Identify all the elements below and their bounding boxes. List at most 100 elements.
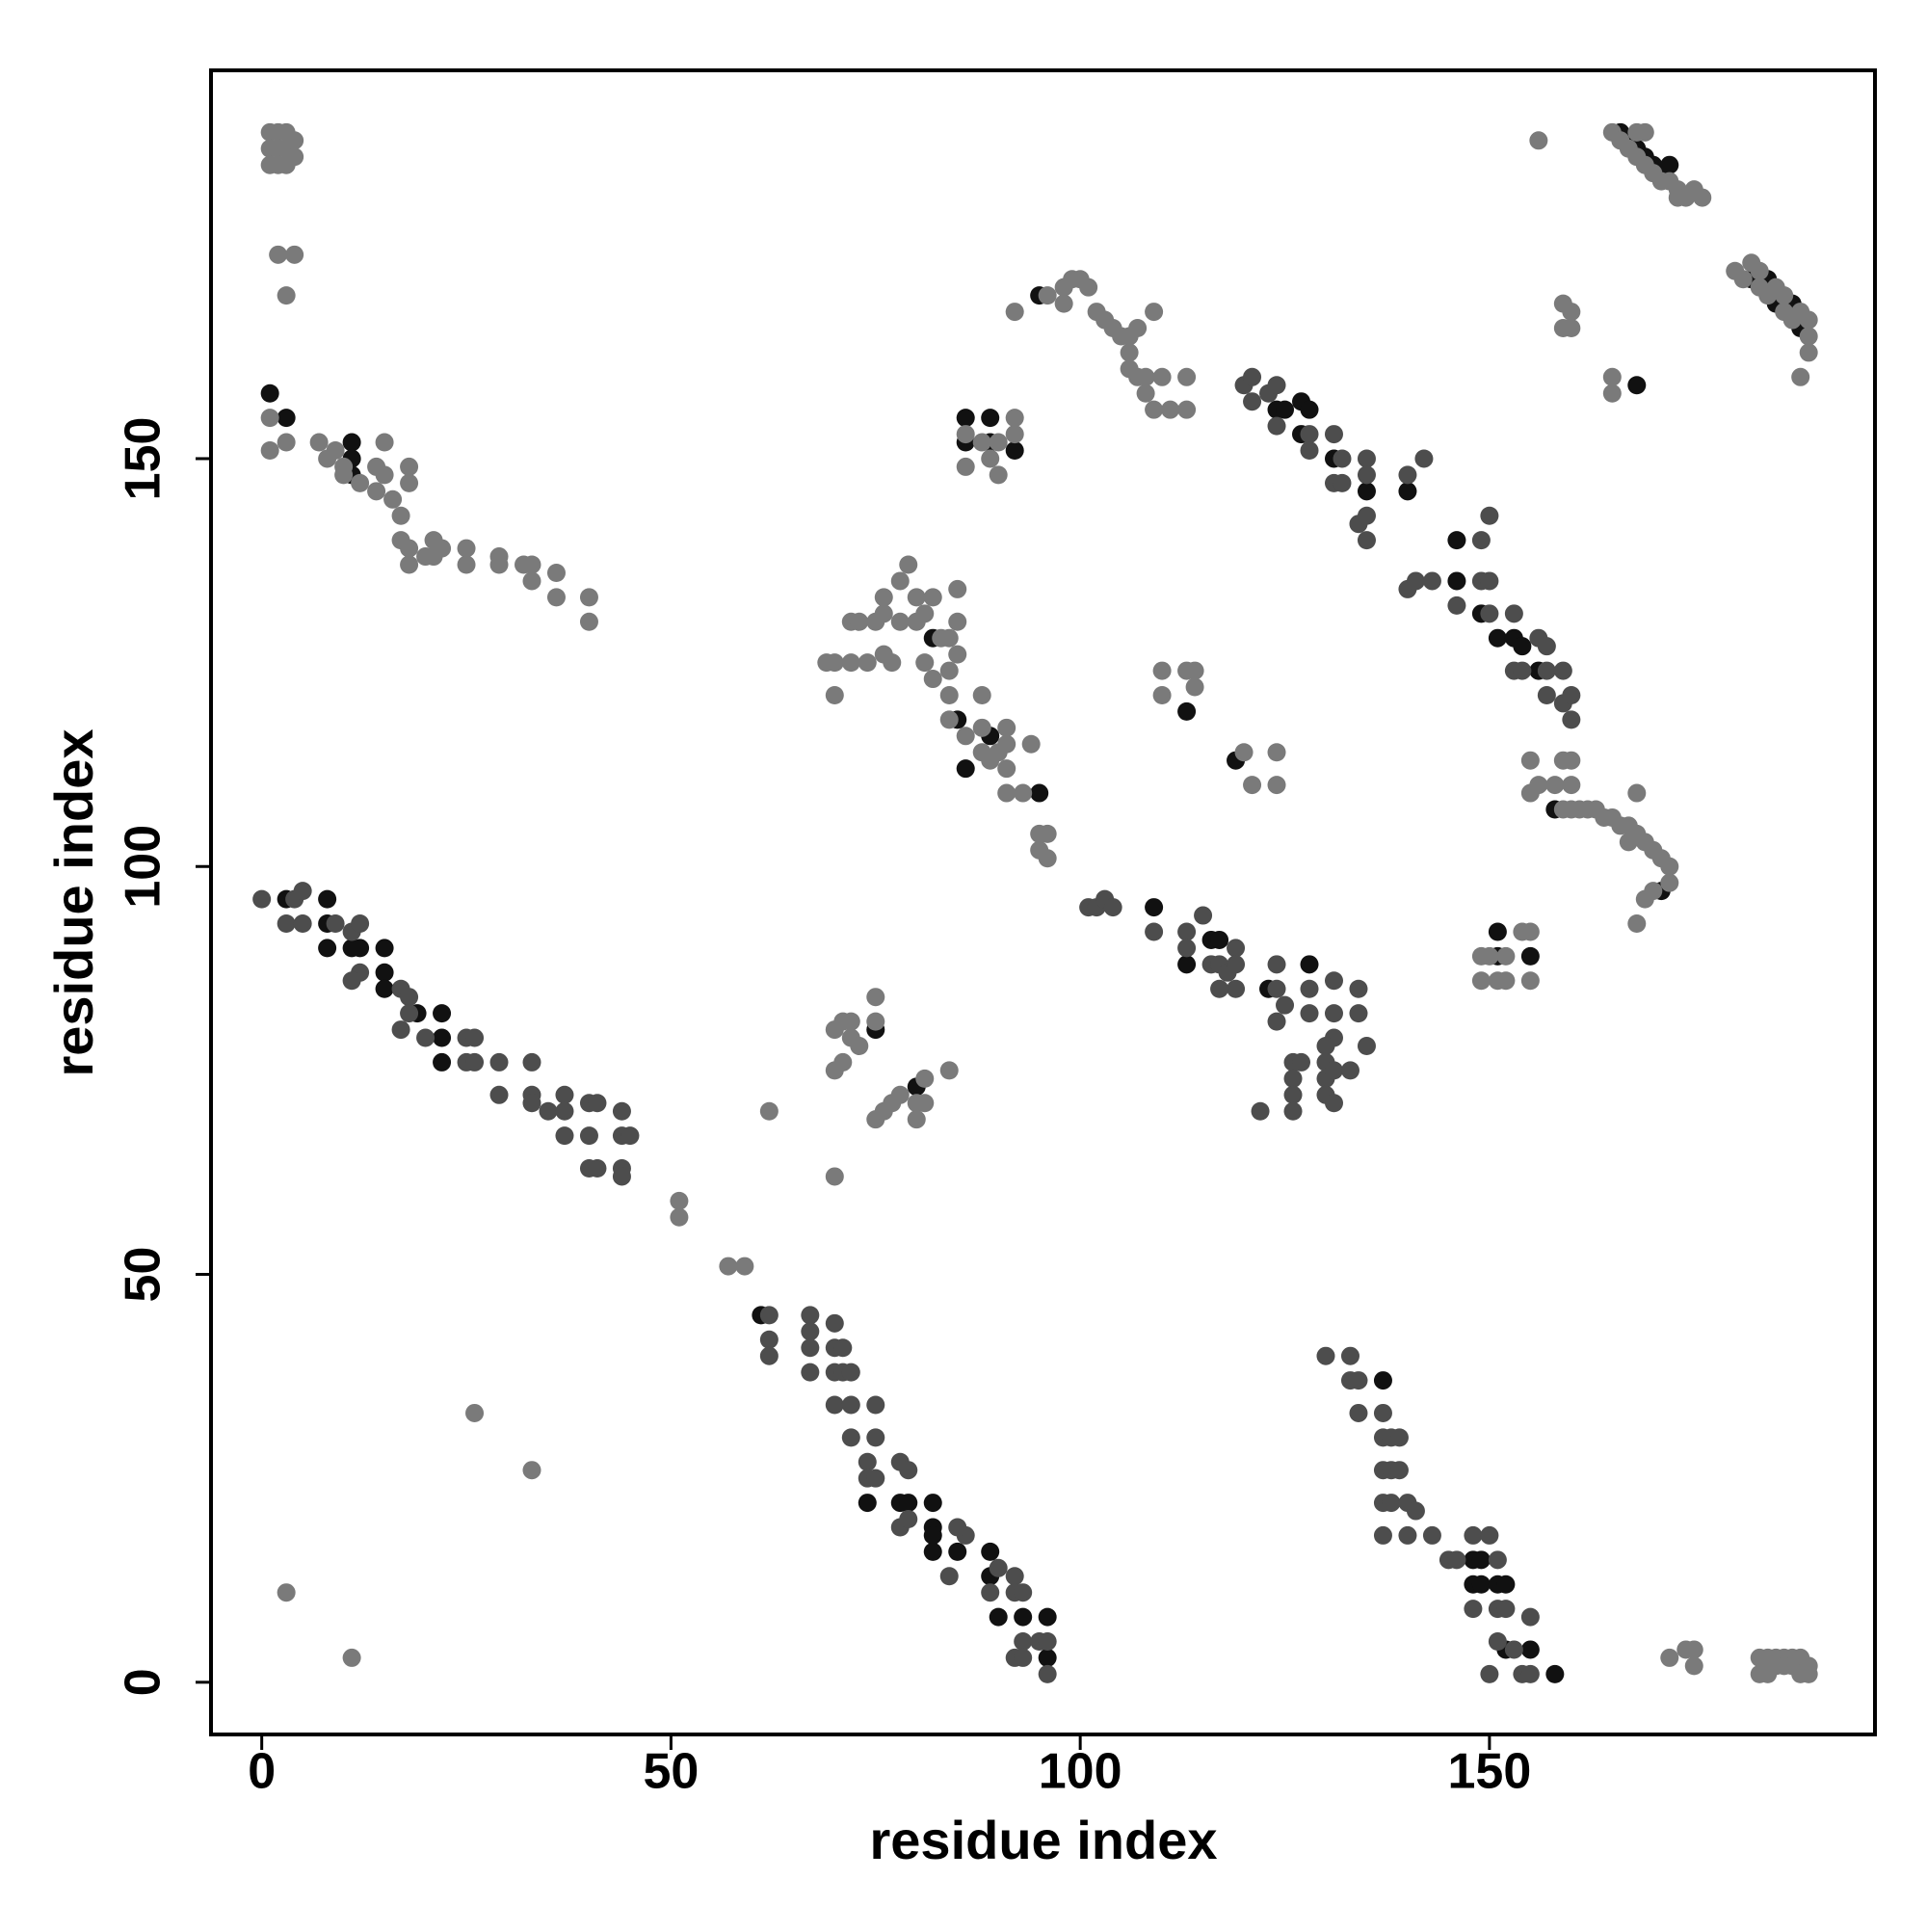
point [1471,1575,1491,1594]
point [874,604,893,623]
point [989,1558,1008,1577]
point [956,759,975,779]
point [400,473,419,492]
point [841,653,860,673]
point [1038,1648,1057,1667]
point [972,685,991,704]
point [588,1158,607,1178]
point [1177,922,1197,941]
point [981,1583,1000,1602]
point [1520,1607,1540,1627]
point [351,914,370,934]
point [801,1338,820,1358]
point [1267,376,1286,395]
point [1136,367,1155,386]
point [416,547,436,567]
point [923,1525,942,1545]
point [522,1052,541,1072]
point [972,718,991,737]
point [1243,776,1262,795]
point [858,1494,877,1513]
points [252,122,1818,1683]
point [1005,1567,1024,1586]
point [997,734,1016,754]
point [1185,661,1204,680]
point [997,783,1016,803]
point [1267,979,1286,998]
point [326,441,345,461]
point [735,1257,754,1276]
x-axis-label: residue index [869,1810,1217,1870]
point [1488,1550,1507,1570]
point [546,588,566,607]
point [1373,1403,1392,1422]
point [948,1518,967,1537]
point [318,939,337,958]
point [293,882,312,901]
point [1398,482,1417,501]
point [375,963,394,982]
point [433,1004,452,1023]
point [1267,776,1286,795]
point [1553,661,1572,680]
point [825,1395,844,1415]
point [1276,995,1295,1015]
point [939,1061,959,1080]
point [309,433,329,452]
point [1014,783,1033,803]
point [841,1363,860,1382]
point [1398,1525,1417,1545]
point [1562,776,1581,795]
point [948,612,967,631]
point [1545,1664,1565,1683]
point [899,1510,918,1529]
point [1496,1600,1516,1619]
point [841,1395,860,1415]
point [1496,1575,1516,1594]
point [400,555,419,574]
point [939,661,959,680]
point [1357,1036,1376,1055]
point [1357,449,1376,468]
point [1227,939,1246,958]
point [981,1542,1000,1561]
point [759,1101,779,1121]
point [1128,319,1148,338]
point [1161,400,1180,419]
point [1243,367,1262,386]
point [1389,1428,1409,1447]
point [1079,278,1098,297]
point [465,1028,485,1047]
point [890,571,910,591]
point [1373,1525,1392,1545]
point [260,409,279,428]
point [1234,743,1254,762]
point [391,506,410,525]
point [858,1452,877,1471]
point [923,1494,942,1513]
point [899,1461,918,1480]
point [1267,955,1286,974]
point [612,1101,631,1121]
point [956,425,975,444]
point [1520,922,1540,941]
point [1194,906,1213,925]
point [907,1110,926,1129]
point [1480,506,1499,525]
point [1120,343,1139,362]
point [1014,1648,1033,1667]
point [1471,531,1491,550]
point [841,1012,860,1031]
point [1177,400,1197,419]
point [1799,1656,1818,1676]
point [293,914,312,934]
point [1038,824,1057,843]
point [1480,571,1499,591]
point [1373,1371,1392,1390]
point [899,1494,918,1513]
point [1333,473,1352,492]
point [1014,1631,1033,1651]
point [1660,873,1679,892]
point [1349,1403,1368,1422]
point [367,482,386,501]
